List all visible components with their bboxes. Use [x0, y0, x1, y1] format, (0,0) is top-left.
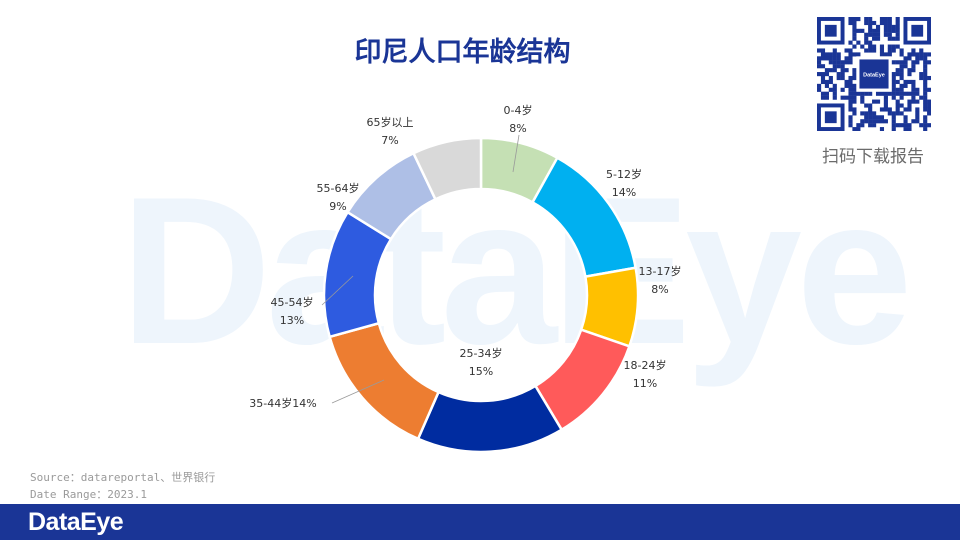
page-title: 印尼人口年龄结构 — [354, 37, 571, 68]
slice-value-1: 14% — [612, 186, 636, 199]
slice-value-3: 11% — [633, 377, 657, 390]
slice-label-4: 25-34岁 — [460, 346, 503, 360]
leader-line-6 — [321, 275, 354, 306]
slice-label-2: 13-17岁 — [639, 264, 682, 278]
slice-value-7: 9% — [329, 200, 346, 213]
qr-center-logo: DataEye — [863, 73, 885, 79]
footer-bar: DataEye — [0, 504, 960, 540]
donut-slice-8 — [411, 136, 483, 201]
slice-label-5: 35-44岁14% — [249, 396, 316, 410]
leader-line-0 — [512, 134, 520, 173]
slice-value-8: 7% — [381, 134, 398, 147]
slice-label-0: 0-4岁 — [504, 103, 533, 117]
slice-label-7: 55-64岁 — [317, 181, 360, 195]
donut-slice-5 — [328, 321, 441, 441]
qr-code-icon: DataEye — [817, 17, 932, 132]
slice-value-2: 8% — [651, 283, 668, 296]
slice-value-0: 8% — [509, 122, 526, 135]
slice-label-3: 18-24岁 — [624, 358, 667, 372]
slice-value-6: 13% — [280, 314, 304, 327]
dataeye-logo: DataEye — [28, 508, 124, 536]
slice-label-1: 5-12岁 — [606, 167, 642, 181]
qr-caption: 扫码下载报告 — [822, 147, 924, 167]
donut-slice-4 — [416, 384, 564, 454]
slice-value-4: 15% — [469, 365, 493, 378]
leader-line-5 — [331, 379, 385, 404]
slice-label-8: 65岁以上 — [367, 115, 414, 129]
source-note: Source：datareportal、世界银行 — [30, 471, 216, 484]
date-range-note: Date Range：2023.1 — [30, 488, 147, 501]
slice-label-6: 45-54岁 — [271, 295, 314, 309]
